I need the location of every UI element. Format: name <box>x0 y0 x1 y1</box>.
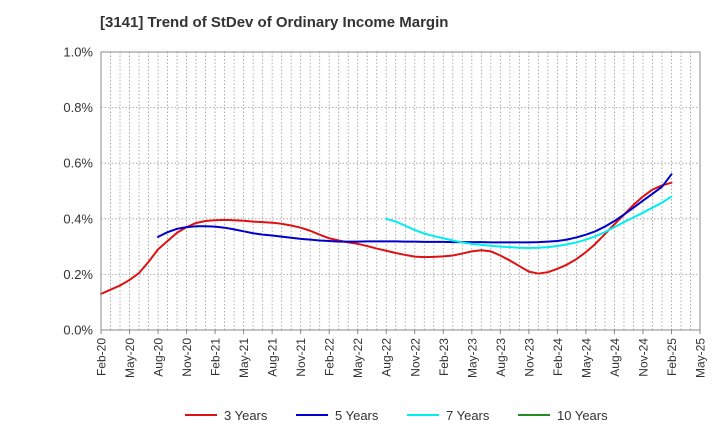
x-tick-label: May-24 <box>579 338 593 378</box>
x-tick-label: Aug-20 <box>152 338 166 377</box>
plot-area <box>101 52 700 330</box>
plot-frame <box>100 51 701 331</box>
y-tick-label: 0.2% <box>63 267 93 282</box>
x-tick-label: Aug-24 <box>608 338 622 377</box>
y-tick-label: 0.4% <box>63 211 93 226</box>
series-line-5-years <box>157 173 673 244</box>
x-tick-label: Feb-21 <box>209 338 223 376</box>
x-tick-label: Aug-22 <box>380 338 394 377</box>
x-tick-label: May-25 <box>694 338 708 378</box>
series-line-7-years <box>385 195 673 249</box>
grid-layer <box>100 51 701 331</box>
y-tick-label: 0.0% <box>63 323 93 338</box>
x-tick-label: Feb-25 <box>665 338 679 376</box>
x-tick-label: Feb-20 <box>95 338 109 376</box>
x-tick-label: Nov-22 <box>408 338 422 377</box>
legend-label: 5 Years <box>335 408 379 423</box>
chart-title: [3141] Trend of StDev of Ordinary Income… <box>100 14 449 31</box>
x-tick-label: May-23 <box>465 338 479 378</box>
series-layer <box>100 173 673 295</box>
x-tick-label: May-21 <box>237 338 251 378</box>
x-tick-label: Aug-21 <box>266 338 280 377</box>
y-tick-label: 0.8% <box>63 100 93 115</box>
plot-background <box>101 52 700 330</box>
series-line-3-years <box>100 181 673 295</box>
x-tick-label: Feb-22 <box>323 338 337 376</box>
y-tick-label: 1.0% <box>63 45 93 60</box>
legend: 3 Years 5 Years 7 Years 10 Years <box>185 408 608 423</box>
x-tick-label: Nov-20 <box>180 338 194 377</box>
legend-label: 3 Years <box>224 408 268 423</box>
y-tick-label: 0.6% <box>63 156 93 171</box>
x-tick-label: Nov-21 <box>294 338 308 377</box>
x-tick-label: Nov-24 <box>636 338 650 377</box>
axis-layer: 0.0% 0.2% 0.4% 0.6% 0.8% 1.0% Feb-20 May-20 Aug-… <box>63 45 707 379</box>
legend-label: 7 Years <box>446 408 490 423</box>
legend-label: 10 Years <box>557 408 608 423</box>
x-tick-label: Feb-24 <box>551 338 565 376</box>
x-tick-label: May-22 <box>351 338 365 378</box>
x-tick-label: May-20 <box>123 338 137 378</box>
x-tick-label: Aug-23 <box>494 338 508 377</box>
x-tick-label: Feb-23 <box>437 338 451 376</box>
x-tick-label: Nov-23 <box>522 338 536 377</box>
